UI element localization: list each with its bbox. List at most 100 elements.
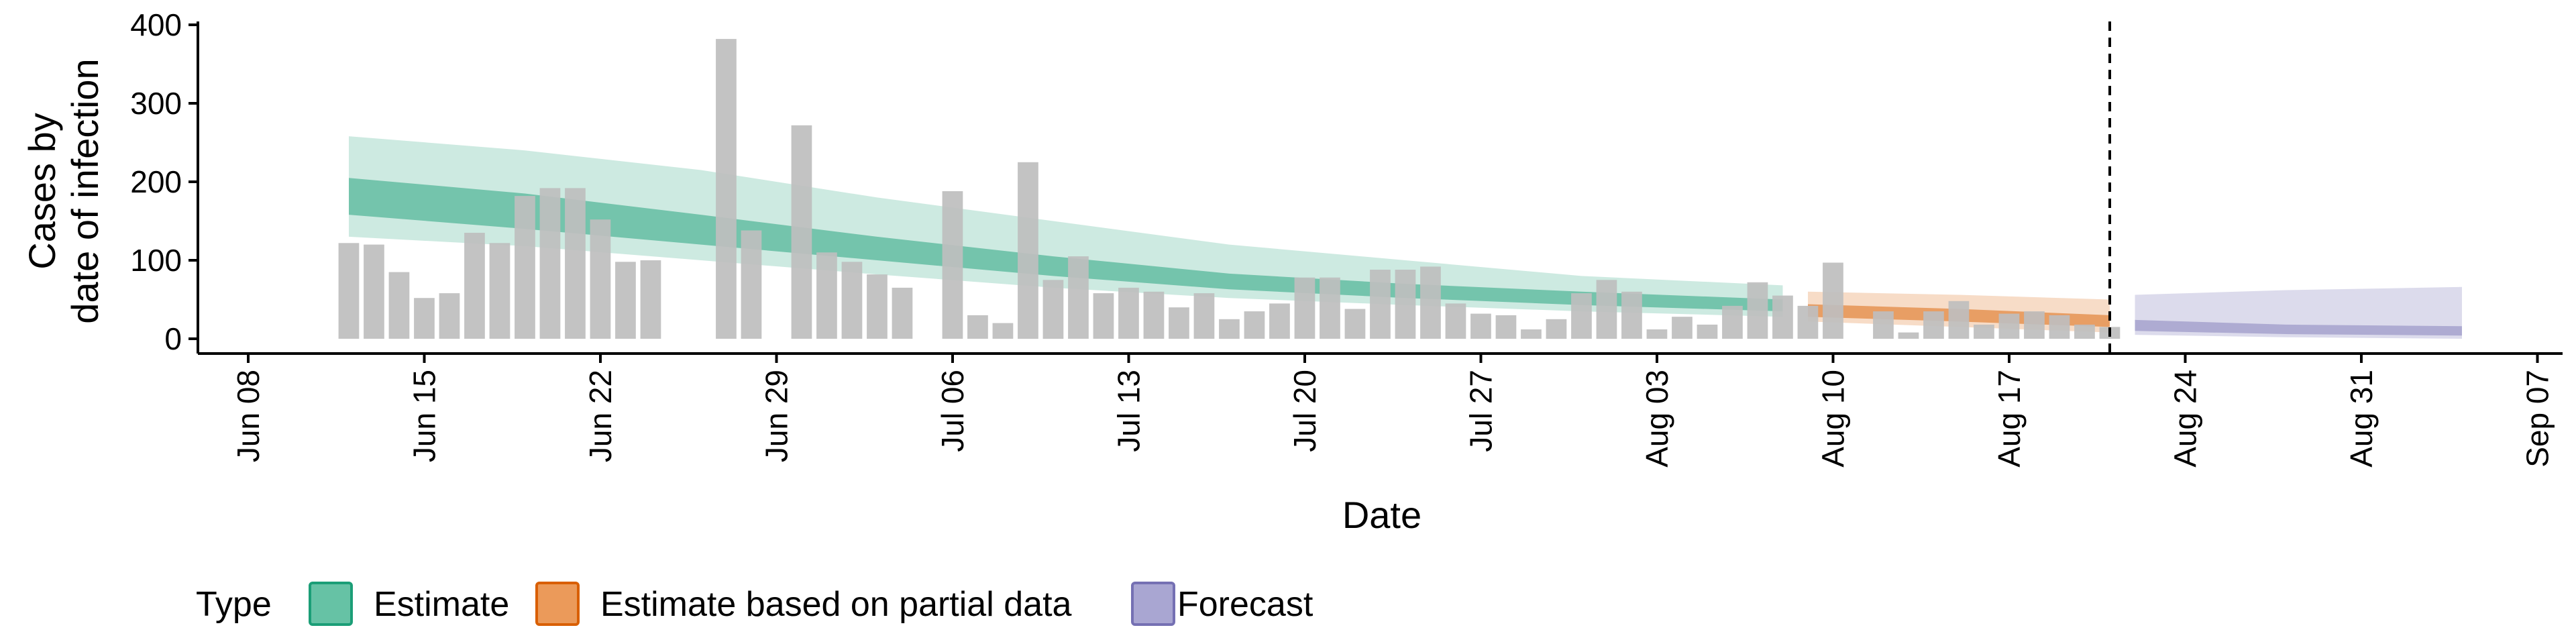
case-bar [1672, 317, 1693, 339]
case-bar [1269, 303, 1290, 339]
case-bar [967, 315, 988, 339]
forecast-50-band [2135, 319, 2462, 336]
x-tick-label: Jul 20 [1287, 370, 1322, 452]
x-tick-label: Aug 24 [2168, 370, 2203, 468]
case-bar [1797, 305, 1819, 339]
case-bar [1042, 280, 1064, 339]
case-bar [1998, 313, 2020, 339]
case-bar [791, 125, 812, 339]
x-tick-label: Aug 17 [1992, 370, 2027, 468]
legend-label-estimate-partial: Estimate based on partial data [600, 585, 1072, 624]
case-bar [1521, 329, 1542, 339]
case-bar [590, 219, 611, 339]
case-bar [1873, 311, 1894, 339]
case-bar [388, 272, 410, 339]
case-bar [716, 39, 737, 339]
x-tick-label: Jun 08 [231, 370, 266, 462]
case-bar [1018, 162, 1038, 339]
case-bar [539, 188, 561, 339]
case-bar [1118, 287, 1139, 339]
case-bar [1646, 329, 1668, 339]
case-bar [1470, 313, 1491, 339]
case-bar [1169, 307, 1189, 339]
legend-title: Type [196, 585, 272, 624]
y-tick-label: 300 [130, 86, 182, 121]
case-bar [1445, 303, 1466, 339]
case-bar [1747, 282, 1768, 339]
case-bar [867, 274, 888, 339]
case-bar [1395, 270, 1416, 339]
x-tick-label: Jun 29 [759, 370, 794, 462]
case-bar [1495, 315, 1517, 339]
y-tick-label: 100 [130, 243, 182, 278]
y-tick-label: 200 [130, 164, 182, 199]
case-bar [1344, 309, 1366, 339]
case-bar [2049, 315, 2070, 339]
case-bar [1923, 311, 1944, 339]
case-bar [741, 230, 762, 339]
legend: Type Estimate Estimate based on partial … [196, 582, 1313, 626]
forecast-90-band [2135, 286, 2462, 339]
x-ticks: Jun 08 Jun 15 Jun 22 Jun 29 Jul 06 Jul 13 Jul … [231, 354, 2555, 468]
case-bar [515, 196, 535, 339]
case-bar [1320, 277, 1340, 339]
case-bar [439, 293, 460, 339]
x-axis-title: Date [1342, 494, 1421, 536]
case-bar [1898, 332, 1919, 339]
case-bar [2074, 324, 2095, 339]
y-ticks: 0 100 200 300 400 [130, 7, 198, 356]
case-bar [1722, 305, 1743, 339]
y-tick-label: 400 [130, 7, 182, 42]
x-tick-label: Jul 27 [1464, 370, 1499, 452]
case-bar [1219, 319, 1240, 339]
axes [197, 21, 2563, 355]
x-tick-label: Jun 15 [407, 370, 442, 462]
legend-key-forecast [1131, 582, 1175, 626]
case-bar [1193, 293, 1215, 339]
case-bar [364, 244, 384, 339]
y-tick-label: 0 [164, 321, 182, 356]
case-bar [1068, 256, 1089, 339]
case-bar [414, 298, 435, 339]
legend-key-estimate [309, 582, 353, 626]
case-bar [1420, 266, 1441, 339]
case-bar [1546, 319, 1567, 339]
case-bar [816, 252, 837, 339]
case-bar [338, 243, 360, 339]
case-bar [1948, 301, 1970, 339]
x-tick-label: Aug 10 [1816, 370, 1851, 468]
x-tick-label: Sep 07 [2520, 370, 2555, 468]
case-bar [1823, 262, 1843, 339]
x-tick-label: Aug 03 [1640, 370, 1674, 468]
case-bar [992, 323, 1014, 339]
x-tick-label: Jul 06 [935, 370, 970, 452]
x-tick-label: Jun 22 [583, 370, 618, 462]
case-bar [1143, 291, 1165, 339]
case-bar [1621, 291, 1642, 339]
case-bar [464, 233, 485, 339]
case-bar [640, 260, 661, 339]
x-tick-label: Aug 31 [2344, 370, 2379, 468]
legend-label-estimate: Estimate [374, 585, 509, 624]
y-axis-title-line-1: Cases by [21, 113, 63, 269]
case-bar [615, 262, 636, 339]
case-bar [892, 287, 913, 339]
legend-key-estimate-partial [535, 582, 580, 626]
case-bar [1697, 324, 1718, 339]
x-tick-label: Jul 13 [1112, 370, 1146, 452]
y-axis-title-line-2: date of infection [64, 58, 106, 323]
case-bar [1093, 293, 1114, 339]
case-bar [1244, 311, 1265, 339]
case-bar [841, 262, 863, 339]
case-bar [942, 191, 963, 339]
case-bar [1772, 295, 1793, 339]
case-bar [1571, 293, 1592, 339]
case-bar [2024, 311, 2045, 339]
case-bar [1294, 277, 1316, 339]
case-bar [1370, 270, 1391, 339]
case-bar [1596, 280, 1617, 339]
case-bar [489, 243, 511, 339]
legend-label-forecast: Forecast [1177, 585, 1313, 624]
case-bars [338, 39, 2121, 339]
